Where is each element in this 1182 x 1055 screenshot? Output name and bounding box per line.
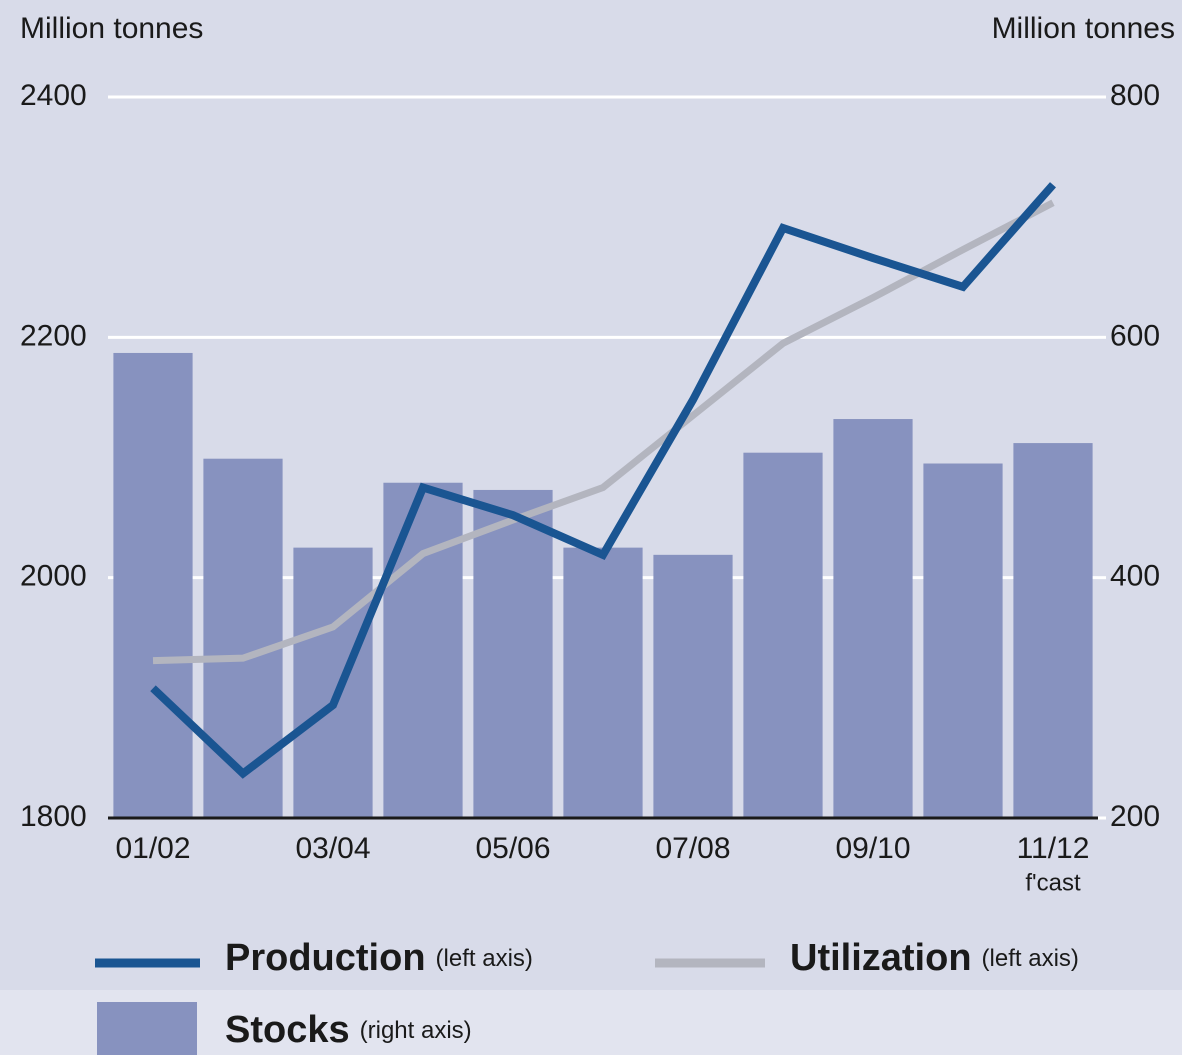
y-tick-label: 2000 (20, 560, 87, 593)
bar (743, 452, 823, 818)
y-axis-label: Million tonnes (20, 12, 203, 45)
legend-name: Utilization (790, 937, 972, 979)
y-tick-label: 2200 (20, 319, 87, 352)
y2-tick-label: 800 (1110, 79, 1160, 112)
x-tick-label: 11/12 (1017, 832, 1090, 865)
legend-name: Production (225, 937, 426, 979)
y2-tick-label: 600 (1110, 319, 1160, 352)
legend-note: (left axis) (436, 945, 533, 972)
y2-tick-label: 200 (1110, 800, 1160, 833)
bar (1013, 443, 1093, 818)
x-tick-label: 03/04 (295, 832, 370, 865)
bar (563, 547, 643, 818)
legend-entry: Production (left axis) (225, 937, 533, 979)
y-tick-label: 1800 (20, 800, 87, 833)
bar (833, 419, 913, 818)
annotation: f'cast (1025, 869, 1081, 896)
bar (923, 463, 1003, 818)
bar (653, 554, 733, 818)
legend-swatch-stocks (97, 1002, 197, 1055)
legend-note: (right axis) (360, 1017, 472, 1044)
bar (383, 482, 463, 818)
x-tick-label: 05/06 (475, 832, 550, 865)
bar (293, 547, 373, 818)
y-tick-label: 2400 (20, 79, 87, 112)
bar (113, 352, 193, 818)
legend-entry: Utilization (left axis) (790, 937, 1079, 979)
bar (473, 489, 553, 818)
x-tick-label: 09/10 (835, 832, 910, 865)
line-production (150, 182, 1057, 779)
x-tick-label: 07/08 (655, 832, 730, 865)
legend-entry: Stocks (right axis) (225, 1009, 472, 1051)
line-utilization (152, 199, 1055, 665)
y2-axis-label: Million tonnes (992, 12, 1175, 45)
bar (203, 458, 283, 818)
legend-note: (left axis) (982, 945, 1079, 972)
legend-name: Stocks (225, 1009, 350, 1051)
y2-tick-label: 400 (1110, 560, 1160, 593)
x-tick-label: 01/02 (115, 832, 190, 865)
plot: 1800 2000 2200 2400 200 400 600 800 01/02 03/04 05… (20, 79, 1160, 896)
